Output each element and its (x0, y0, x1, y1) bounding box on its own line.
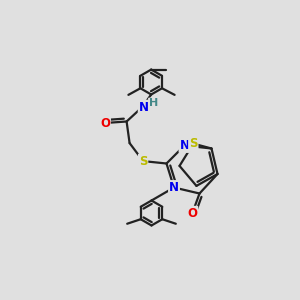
Text: N: N (169, 181, 179, 194)
Text: O: O (100, 116, 110, 130)
Text: O: O (187, 207, 197, 220)
Text: H: H (149, 98, 158, 109)
Text: N: N (179, 139, 190, 152)
Text: S: S (139, 154, 147, 168)
Text: S: S (189, 137, 198, 150)
Text: N: N (139, 100, 149, 114)
